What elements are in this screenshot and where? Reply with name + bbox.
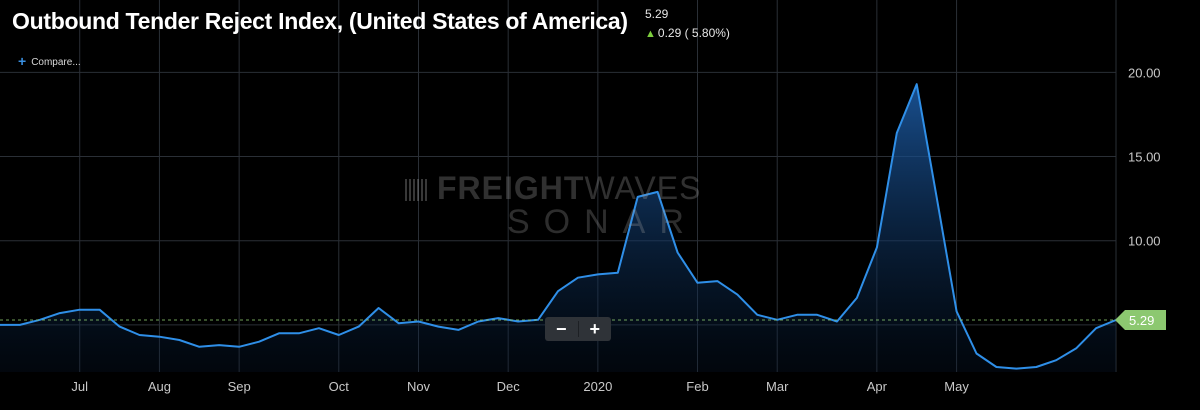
- x-tick-label: Jul: [71, 379, 88, 394]
- y-tick-label: 15.00: [1128, 150, 1161, 165]
- x-tick-label: Sep: [228, 379, 251, 394]
- series-area: [0, 84, 1116, 372]
- y-tick-label: 10.00: [1128, 234, 1161, 249]
- x-tick-label: May: [944, 379, 969, 394]
- x-tick-label: Oct: [329, 379, 350, 394]
- watermark-brand-light: WAVES: [584, 170, 702, 206]
- x-tick-label: Nov: [407, 379, 431, 394]
- zoom-separator: [577, 321, 579, 337]
- plus-icon: +: [18, 53, 27, 69]
- zoom-out-button[interactable]: −: [555, 319, 567, 339]
- last-value-badge-label: 5.29: [1129, 313, 1154, 328]
- compare-button[interactable]: + Compare...: [18, 53, 81, 69]
- x-tick-label: Mar: [766, 379, 789, 394]
- zoom-controls: − +: [545, 317, 611, 341]
- compare-label: Compare...: [31, 57, 81, 68]
- watermark-sub: SONAR: [507, 203, 698, 241]
- last-value: 5.29: [645, 7, 669, 21]
- x-tick-label: Feb: [686, 379, 708, 394]
- x-tick-label: Dec: [497, 379, 521, 394]
- x-tick-label: Apr: [867, 379, 888, 394]
- x-tick-label: 2020: [583, 379, 612, 394]
- x-tick-label: Aug: [148, 379, 171, 394]
- zoom-in-button[interactable]: +: [589, 319, 600, 339]
- chart-title: Outbound Tender Reject Index, (United St…: [12, 8, 628, 34]
- series-line: [0, 83, 1117, 370]
- watermark-logo: FREIGHTWAVES: [405, 170, 701, 207]
- watermark-brand-bold: FREIGHT: [437, 170, 585, 206]
- freightwaves-logo-icon: [405, 179, 429, 201]
- change-indicator: ▲ 0.29 ( 5.80%): [645, 26, 730, 40]
- y-tick-label: 20.00: [1128, 65, 1161, 80]
- last-value-badge: [1115, 309, 1166, 330]
- up-arrow-icon: ▲: [645, 28, 656, 40]
- change-text: 0.29 ( 5.80%): [657, 26, 730, 40]
